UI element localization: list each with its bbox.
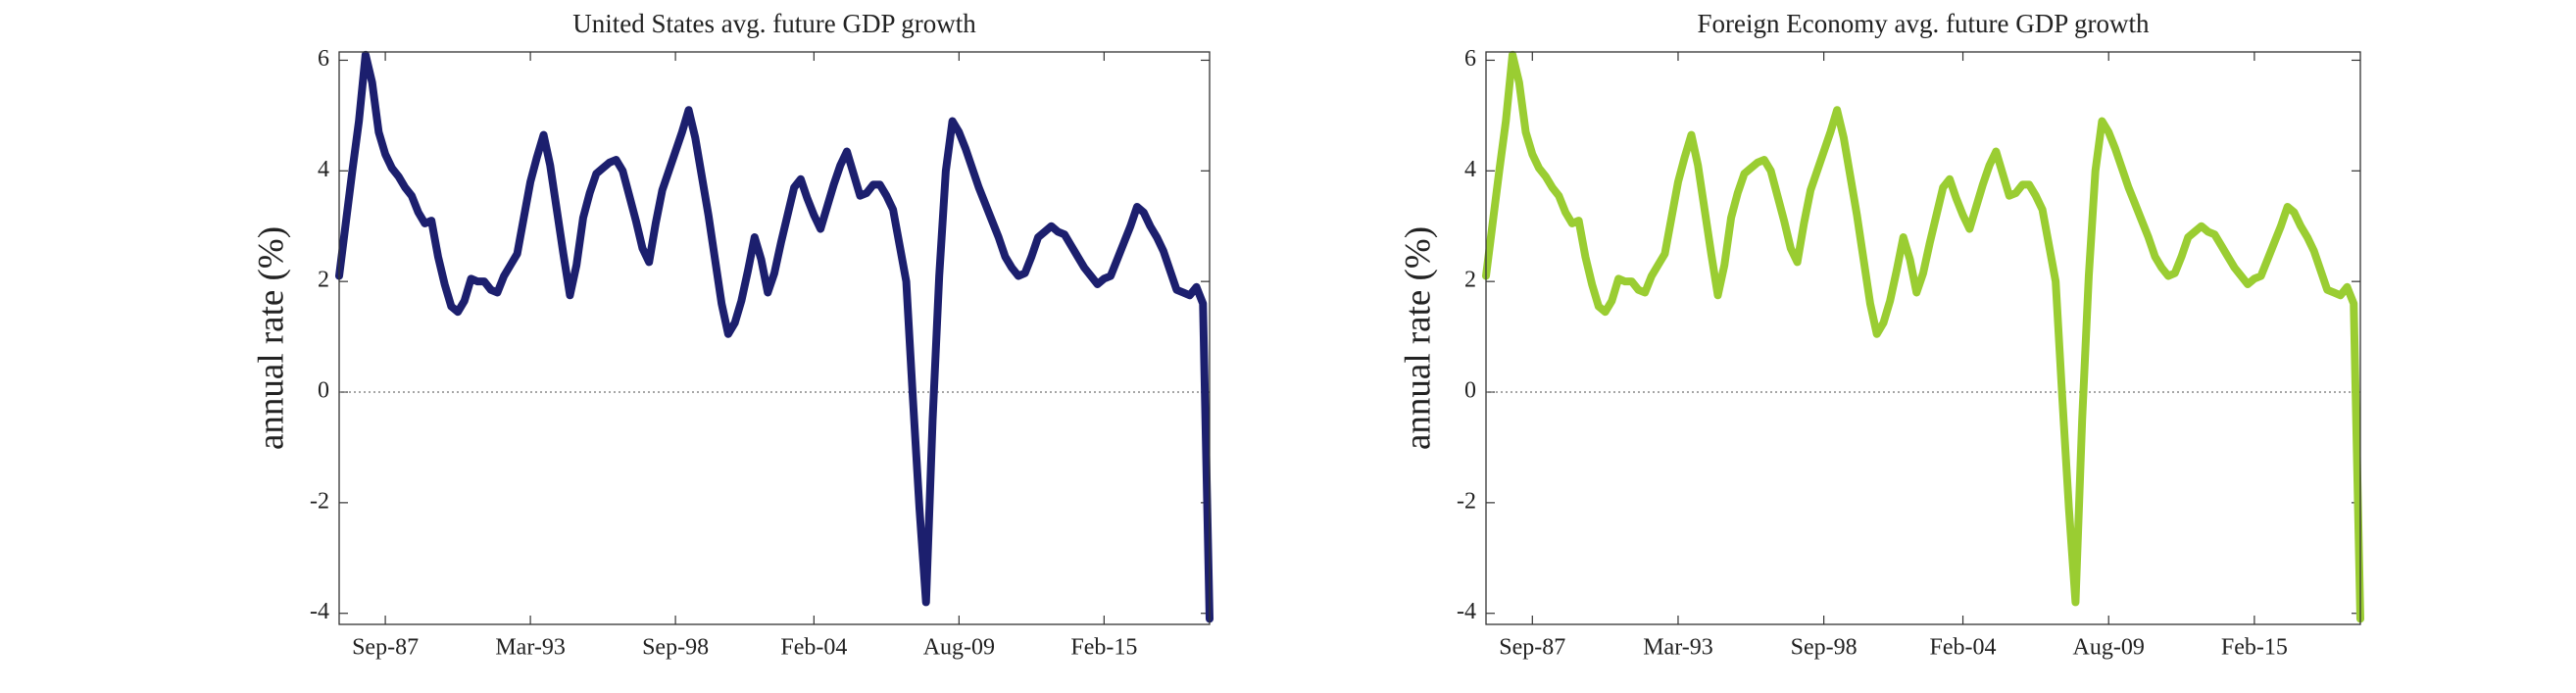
plot-area xyxy=(339,52,1210,624)
y-tick-label: 6 xyxy=(318,46,329,72)
y-tick-label: 0 xyxy=(318,378,329,404)
chart-title: Foreign Economy avg. future GDP growth xyxy=(1698,9,2150,38)
y-tick-label: 2 xyxy=(318,268,329,293)
chart-panel: Foreign Economy avg. future GDP growth an… xyxy=(1398,9,2364,661)
y-tick-label: 6 xyxy=(1464,46,1476,72)
data-line xyxy=(335,50,1214,623)
y-tick-label: -4 xyxy=(310,599,329,624)
y-axis-label: annual rate (%) xyxy=(1398,226,1438,450)
x-tick-label: Sep-87 xyxy=(352,635,419,661)
data-line xyxy=(1482,50,2364,623)
x-tick-label: Feb-04 xyxy=(1930,635,1997,661)
y-tick-label: 0 xyxy=(1464,378,1476,404)
y-tick-label: -4 xyxy=(1457,599,1476,624)
x-tick-label: Feb-15 xyxy=(2221,635,2288,661)
x-tick-label: Sep-98 xyxy=(1791,635,1858,661)
plot-area xyxy=(1486,52,2360,624)
chart-title: United States avg. future GDP growth xyxy=(572,9,976,38)
y-tick-label: 4 xyxy=(318,157,329,182)
x-tick-label: Feb-15 xyxy=(1070,635,1137,661)
x-tick-label: Aug-09 xyxy=(2073,635,2145,661)
y-tick-label: 4 xyxy=(1464,157,1476,182)
x-tick-label: Mar-93 xyxy=(495,635,566,661)
axes-box xyxy=(1485,51,2361,625)
y-axis-label: annual rate (%) xyxy=(251,226,291,450)
x-tick-label: Aug-09 xyxy=(923,635,995,661)
x-tick-label: Sep-87 xyxy=(1499,635,1565,661)
y-tick-label: -2 xyxy=(310,488,329,514)
x-tick-label: Feb-04 xyxy=(780,635,847,661)
y-tick-label: -2 xyxy=(1457,488,1476,514)
x-tick-label: Mar-93 xyxy=(1643,635,1713,661)
axes-box xyxy=(338,51,1211,625)
chart-panel: United States avg. future GDP growth annu… xyxy=(251,9,1214,661)
x-tick-label: Sep-98 xyxy=(642,635,709,661)
y-tick-label: 2 xyxy=(1464,268,1476,293)
